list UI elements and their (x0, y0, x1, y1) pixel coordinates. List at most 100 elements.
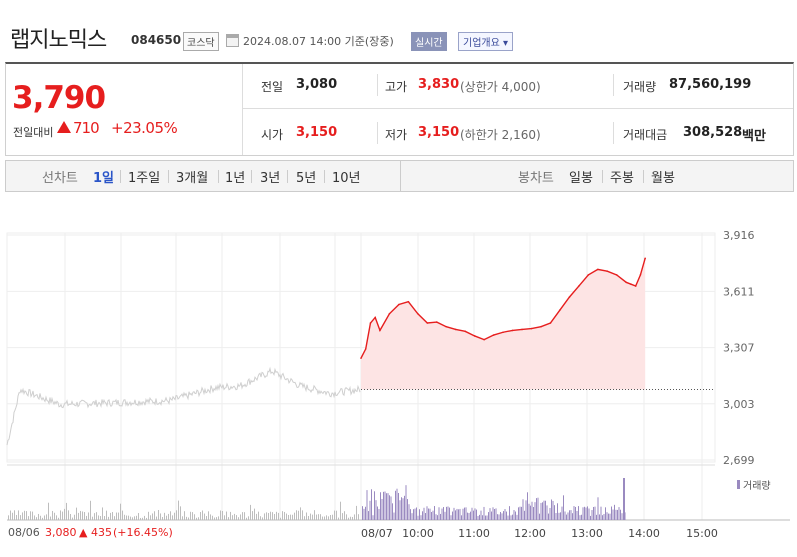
tab-daily[interactable]: 일봉 (569, 171, 593, 186)
volume-bar (600, 506, 602, 520)
volume-bar (326, 515, 327, 520)
volume-bar (615, 509, 617, 520)
price-point (615, 274, 618, 276)
volume-bar (444, 511, 446, 520)
volume-bar (489, 508, 491, 520)
tab-5y[interactable]: 5년 (296, 171, 317, 186)
trade-value-unit: 백만 (742, 129, 766, 144)
volume-bar (498, 514, 500, 520)
volume-bar (344, 511, 345, 520)
volume-bar (176, 510, 177, 520)
volume-bar (467, 512, 468, 520)
volume-bar (459, 508, 461, 520)
high-label: 고가 (385, 80, 408, 94)
price-point (530, 327, 533, 330)
volume-bar (152, 513, 153, 520)
company-overview-button[interactable]: 기업개요 ▾ (458, 32, 513, 51)
volume-bar (200, 512, 201, 520)
tab-1d[interactable]: 1일 (93, 171, 115, 186)
volume-bar (522, 499, 524, 520)
volume-bar (401, 497, 402, 520)
volume-bar (260, 516, 261, 520)
volume-bar (435, 514, 437, 520)
volume-bar (150, 515, 151, 520)
volume-bar (116, 512, 117, 520)
tab-1y[interactable]: 1년 (225, 171, 246, 186)
volume-bar (363, 508, 365, 520)
volume-bar (86, 515, 87, 520)
volume-bar (455, 510, 456, 520)
volume-bar (38, 513, 39, 520)
volume-bar (561, 506, 563, 520)
volume-bar (434, 506, 435, 520)
volume-bar (362, 506, 363, 520)
volume-bar (316, 514, 317, 520)
volume-bar (220, 510, 221, 520)
volume-bar (28, 516, 29, 520)
volume-bar (422, 511, 423, 520)
up-arrow-icon (57, 121, 71, 133)
volume-bar (464, 507, 465, 520)
volume-bar (324, 516, 325, 520)
volume-bar (318, 514, 319, 520)
price-point (511, 329, 514, 332)
volume-bar (402, 498, 404, 520)
y-tick-label: 3,003 (723, 398, 755, 411)
volume-bar (417, 515, 419, 520)
volume-bar (336, 510, 337, 520)
price-point (483, 338, 485, 341)
volume-bar (614, 504, 615, 520)
volume-bar (146, 517, 147, 520)
tab-10y[interactable]: 10년 (332, 171, 361, 186)
volume-bar (24, 510, 25, 520)
volume-bar (584, 506, 585, 520)
previous-day-series (6, 366, 361, 446)
volume-bar (134, 516, 135, 520)
volume-bar (342, 513, 343, 520)
volume-bar (381, 498, 383, 520)
volume-bar (154, 511, 155, 520)
previous-day-line (6, 366, 361, 446)
volume-bar (256, 513, 257, 520)
volume-bar (606, 512, 608, 520)
volume-bar (537, 497, 539, 520)
volume-bar (573, 506, 575, 520)
volume-bar (232, 515, 233, 520)
price-point (630, 283, 632, 285)
volume-bar (510, 515, 512, 520)
volume-bar (407, 499, 408, 520)
tab-1w[interactable]: 1주일 (128, 171, 161, 186)
volume-bar (465, 507, 467, 520)
volume-bar (528, 503, 530, 520)
volume-bar (390, 496, 392, 520)
volume-bar (124, 514, 125, 520)
volume-bar (352, 516, 353, 520)
volume-bar (302, 510, 303, 520)
volume-bar (78, 512, 79, 520)
change-label: 전일대비 (13, 126, 54, 139)
upper-limit: (상한가 4,000) (460, 80, 541, 94)
tab-weekly[interactable]: 주봉 (610, 171, 634, 186)
volume-bar (164, 512, 165, 520)
tab-monthly[interactable]: 월봉 (651, 171, 675, 186)
volume-bar (270, 511, 271, 520)
volume-bar (416, 507, 417, 520)
lower-limit: (하한가 2,160) (460, 128, 541, 142)
volume-bar (560, 512, 561, 520)
tab-separator (287, 170, 288, 183)
volume-bar (389, 495, 390, 520)
volume-bar (88, 512, 89, 520)
realtime-button[interactable]: 실시간 (411, 32, 447, 51)
volume-bar (104, 516, 105, 520)
tab-3y[interactable]: 3년 (260, 171, 281, 186)
volume-bar (386, 493, 387, 520)
volume-bar (222, 510, 223, 520)
volume-bar (408, 504, 410, 520)
volume-bar (94, 513, 95, 520)
price-point (597, 268, 599, 271)
volume-bar (579, 515, 581, 520)
quote-panel (5, 62, 794, 156)
volume-bar (254, 508, 255, 520)
tab-3m[interactable]: 3개월 (176, 171, 209, 186)
volume-bar (184, 511, 185, 520)
